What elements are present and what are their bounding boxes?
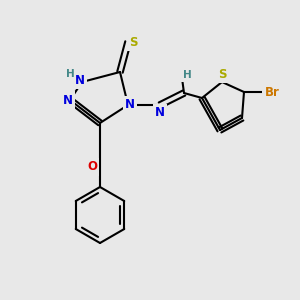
Text: N: N [155, 106, 165, 119]
Text: N: N [63, 94, 73, 106]
Text: S: S [218, 68, 226, 80]
Text: S: S [129, 35, 137, 49]
Text: Br: Br [265, 85, 279, 98]
Text: H: H [66, 69, 74, 79]
Text: O: O [87, 160, 97, 173]
Text: H: H [183, 70, 191, 80]
Text: N: N [125, 98, 135, 112]
Text: N: N [75, 74, 85, 86]
